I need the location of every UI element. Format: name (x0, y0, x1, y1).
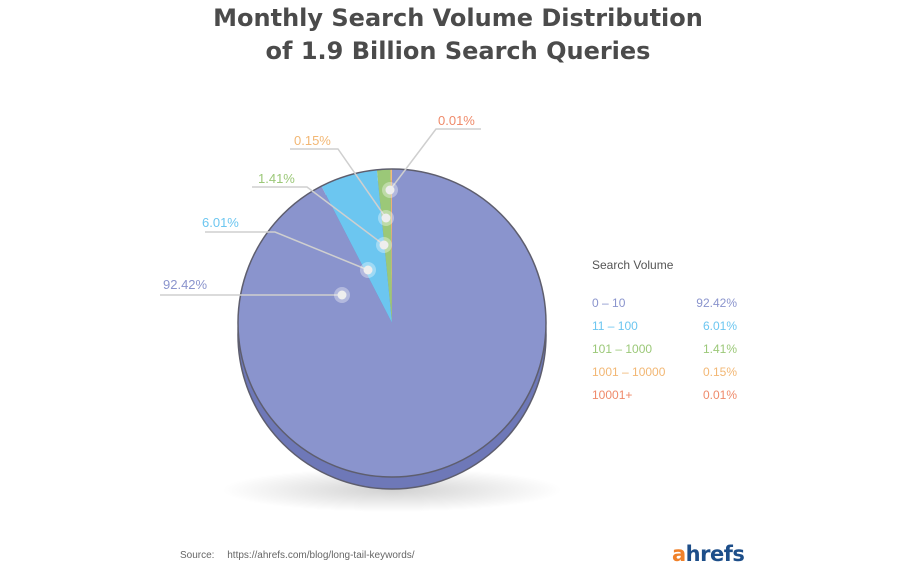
legend-label-2: 11 – 100 (592, 319, 638, 333)
legend-value-2: 6.01% (703, 319, 737, 333)
leader-dot-4 (381, 213, 391, 223)
legend-label-5: 10001+ (592, 388, 632, 402)
legend-label-4: 1001 – 10000 (592, 365, 666, 379)
leader-dot-2 (363, 265, 373, 275)
pie-outline (237, 168, 547, 478)
legend-value-3: 1.41% (703, 342, 737, 356)
chart-title: Monthly Search Volume Distribution of 1.… (0, 2, 916, 68)
source-label: Source: (180, 550, 215, 561)
leader-dot-1 (337, 290, 347, 300)
leader-line-5 (389, 128, 481, 191)
leader-line-2 (205, 231, 369, 271)
leader-line-4 (290, 148, 387, 219)
slice-label-3: 1.41% (258, 171, 295, 186)
logo-text: hrefs (685, 542, 745, 566)
source-url: https://ahrefs.com/blog/long-tail-keywor… (227, 550, 415, 561)
leader-dot-3 (379, 240, 389, 250)
logo-letter-a: a (672, 542, 686, 566)
pie-slice-2 (321, 169, 392, 323)
slice-label-4: 0.15% (294, 133, 331, 148)
legend-label-1: 0 – 10 (592, 296, 626, 310)
leader-dot-5 (385, 185, 395, 195)
leader-line-3 (252, 186, 385, 246)
slice-label-1: 92.42% (163, 277, 208, 292)
pie-slice-1 (237, 169, 546, 477)
chart-title-line-2: of 1.9 Billion Search Queries (265, 37, 651, 65)
chart-title-line-1: Monthly Search Volume Distribution (213, 4, 703, 32)
pie-shadow (222, 468, 562, 512)
source-note: Source: https://ahrefs.com/blog/long-tai… (180, 550, 415, 561)
legend-label-3: 101 – 1000 (592, 342, 652, 356)
legend-value-5: 0.01% (703, 388, 737, 402)
ahrefs-logo: ahrefs (672, 542, 745, 566)
legend-value-4: 0.15% (703, 365, 737, 379)
slice-label-2: 6.01% (202, 215, 239, 230)
legend-value-1: 92.42% (696, 296, 737, 310)
pie-slice-4 (390, 169, 392, 323)
legend-title: Search Volume (592, 258, 674, 272)
slice-label-5: 0.01% (438, 113, 475, 128)
